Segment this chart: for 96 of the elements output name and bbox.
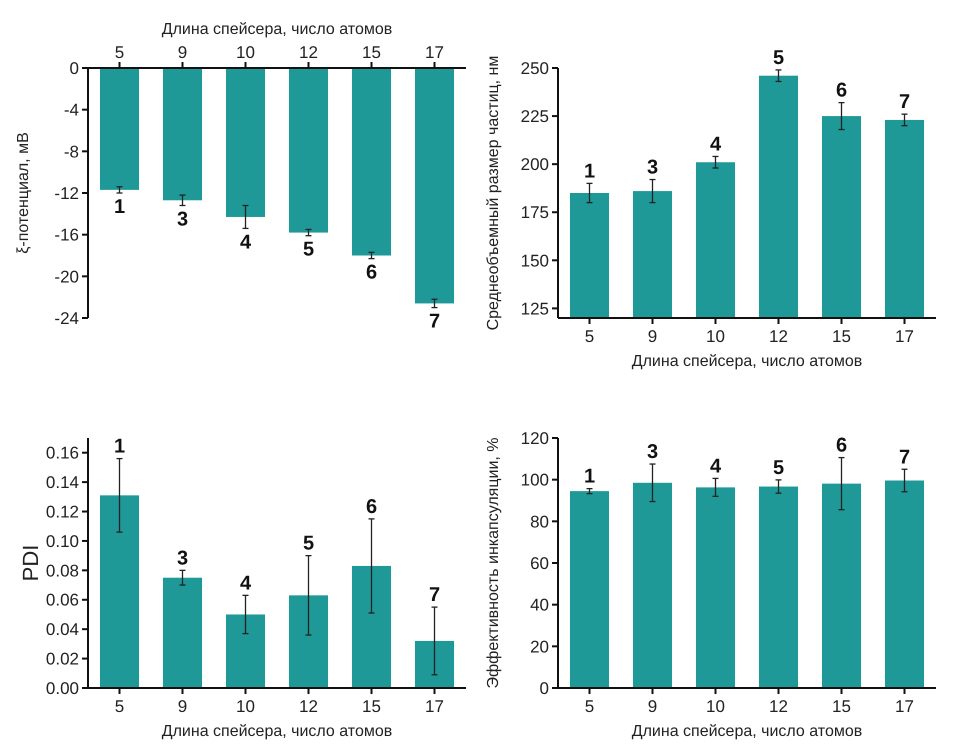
y-tick-label: 150 bbox=[520, 251, 549, 270]
bar bbox=[884, 480, 924, 688]
x-tick-label: 12 bbox=[299, 697, 318, 716]
x-tick-label: 12 bbox=[769, 697, 788, 716]
y-tick-label: 0.08 bbox=[46, 561, 79, 580]
annotation: 4 bbox=[240, 572, 252, 594]
annotation: 6 bbox=[836, 80, 848, 102]
y-tick-label: -20 bbox=[54, 267, 79, 286]
y-tick-label: 0.10 bbox=[46, 532, 79, 551]
y-axis-title: Среднеобъемный размер частиц, нм bbox=[485, 56, 502, 330]
y-tick-label: 100 bbox=[520, 470, 549, 490]
x-tick-label: 5 bbox=[114, 697, 124, 716]
y-tick-label: 40 bbox=[530, 596, 549, 615]
x-tick-label: 15 bbox=[832, 697, 851, 716]
annotation: 4 bbox=[240, 231, 252, 254]
annotation: 3 bbox=[646, 156, 658, 179]
annotation: 4 bbox=[710, 455, 722, 478]
annotation: 7 bbox=[898, 91, 910, 114]
x-tick-label: 12 bbox=[769, 327, 788, 346]
bar bbox=[758, 486, 798, 688]
y-tick-label: -4 bbox=[64, 100, 79, 120]
x-axis-title: Длина спейсера, число атомов bbox=[162, 21, 392, 38]
annotation: 5 bbox=[302, 532, 314, 555]
x-axis-title: Длина спейсера, число атомов bbox=[162, 723, 392, 740]
y-tick-label: 120 bbox=[520, 428, 549, 448]
y-tick-label: -12 bbox=[54, 184, 79, 203]
annotation: 4 bbox=[710, 133, 722, 156]
y-tick-label: -16 bbox=[54, 226, 79, 245]
annotation: 6 bbox=[836, 434, 848, 457]
bar bbox=[822, 484, 862, 688]
annotation: 6 bbox=[366, 496, 378, 518]
x-tick-label: 9 bbox=[648, 327, 658, 346]
x-tick-label: 9 bbox=[648, 697, 658, 716]
y-tick-label: 0.02 bbox=[46, 650, 79, 669]
annotation: 3 bbox=[176, 547, 188, 570]
y-tick-label: 0 bbox=[70, 58, 79, 78]
y-tick-label: 0.06 bbox=[46, 590, 79, 610]
annotation: 7 bbox=[428, 310, 440, 333]
x-tick-label: 10 bbox=[706, 327, 725, 346]
y-tick-label: 60 bbox=[530, 554, 549, 573]
x-tick-label: 15 bbox=[362, 43, 381, 62]
annotation: 1 bbox=[114, 436, 126, 458]
annotation: 1 bbox=[584, 160, 596, 182]
x-tick-label: 9 bbox=[178, 697, 188, 716]
bar bbox=[162, 578, 202, 688]
y-tick-label: 175 bbox=[520, 203, 549, 222]
y-tick-label: 0.12 bbox=[46, 502, 79, 522]
y-tick-label: 0.00 bbox=[46, 678, 79, 698]
y-tick-label: -8 bbox=[64, 142, 79, 162]
x-tick-label: 17 bbox=[895, 327, 914, 346]
x-tick-label: 9 bbox=[178, 43, 188, 62]
y-axis-title: ξ-потенциал, мВ bbox=[15, 132, 32, 254]
x-tick-label: 10 bbox=[236, 43, 255, 62]
annotation: 7 bbox=[898, 446, 910, 468]
bar bbox=[632, 482, 672, 688]
annotation: 1 bbox=[114, 196, 126, 218]
annotation: 3 bbox=[176, 208, 188, 230]
bar bbox=[352, 566, 392, 688]
x-tick-label: 10 bbox=[236, 697, 255, 716]
x-tick-label: 10 bbox=[706, 697, 725, 716]
x-tick-label: 12 bbox=[299, 43, 318, 62]
bar bbox=[696, 487, 736, 688]
x-tick-label: 5 bbox=[584, 697, 594, 716]
y-tick-label: 200 bbox=[520, 155, 549, 174]
y-tick-label: 125 bbox=[520, 299, 549, 318]
bar bbox=[570, 491, 610, 688]
x-tick-label: 15 bbox=[832, 327, 851, 346]
y-tick-label: 0.04 bbox=[46, 620, 79, 640]
x-tick-label: 15 bbox=[362, 697, 381, 716]
annotation: 3 bbox=[646, 441, 658, 464]
annotation: 1 bbox=[584, 466, 596, 488]
y-tick-label: 0.14 bbox=[46, 473, 79, 492]
y-tick-label: 80 bbox=[530, 512, 549, 532]
y-tick-label: 20 bbox=[530, 637, 549, 656]
annotation: 7 bbox=[428, 584, 440, 606]
bar bbox=[414, 640, 454, 688]
x-tick-label: 5 bbox=[584, 327, 594, 346]
x-tick-label: 17 bbox=[425, 697, 444, 716]
annotation: 6 bbox=[366, 262, 378, 284]
y-tick-label: 0.16 bbox=[46, 444, 79, 463]
bar bbox=[288, 595, 328, 688]
y-axis-title: PDI bbox=[18, 544, 43, 582]
annotation: 5 bbox=[772, 456, 784, 479]
x-tick-label: 17 bbox=[425, 43, 444, 62]
y-tick-label: 250 bbox=[520, 58, 549, 78]
x-axis-title: Длина спейсера, число атомов bbox=[632, 723, 862, 740]
x-tick-label: 5 bbox=[114, 43, 124, 62]
bar bbox=[100, 495, 140, 688]
y-tick-label: 225 bbox=[520, 107, 549, 126]
bar bbox=[226, 614, 266, 688]
x-axis-title: Длина спейсера, число атомов bbox=[632, 353, 862, 370]
y-tick-label: -24 bbox=[54, 308, 79, 328]
y-tick-label: 0 bbox=[540, 678, 549, 698]
y-axis-title: Эффективность инкапсуляции, % bbox=[485, 437, 502, 689]
annotation: 5 bbox=[302, 238, 314, 261]
x-tick-label: 17 bbox=[895, 697, 914, 716]
